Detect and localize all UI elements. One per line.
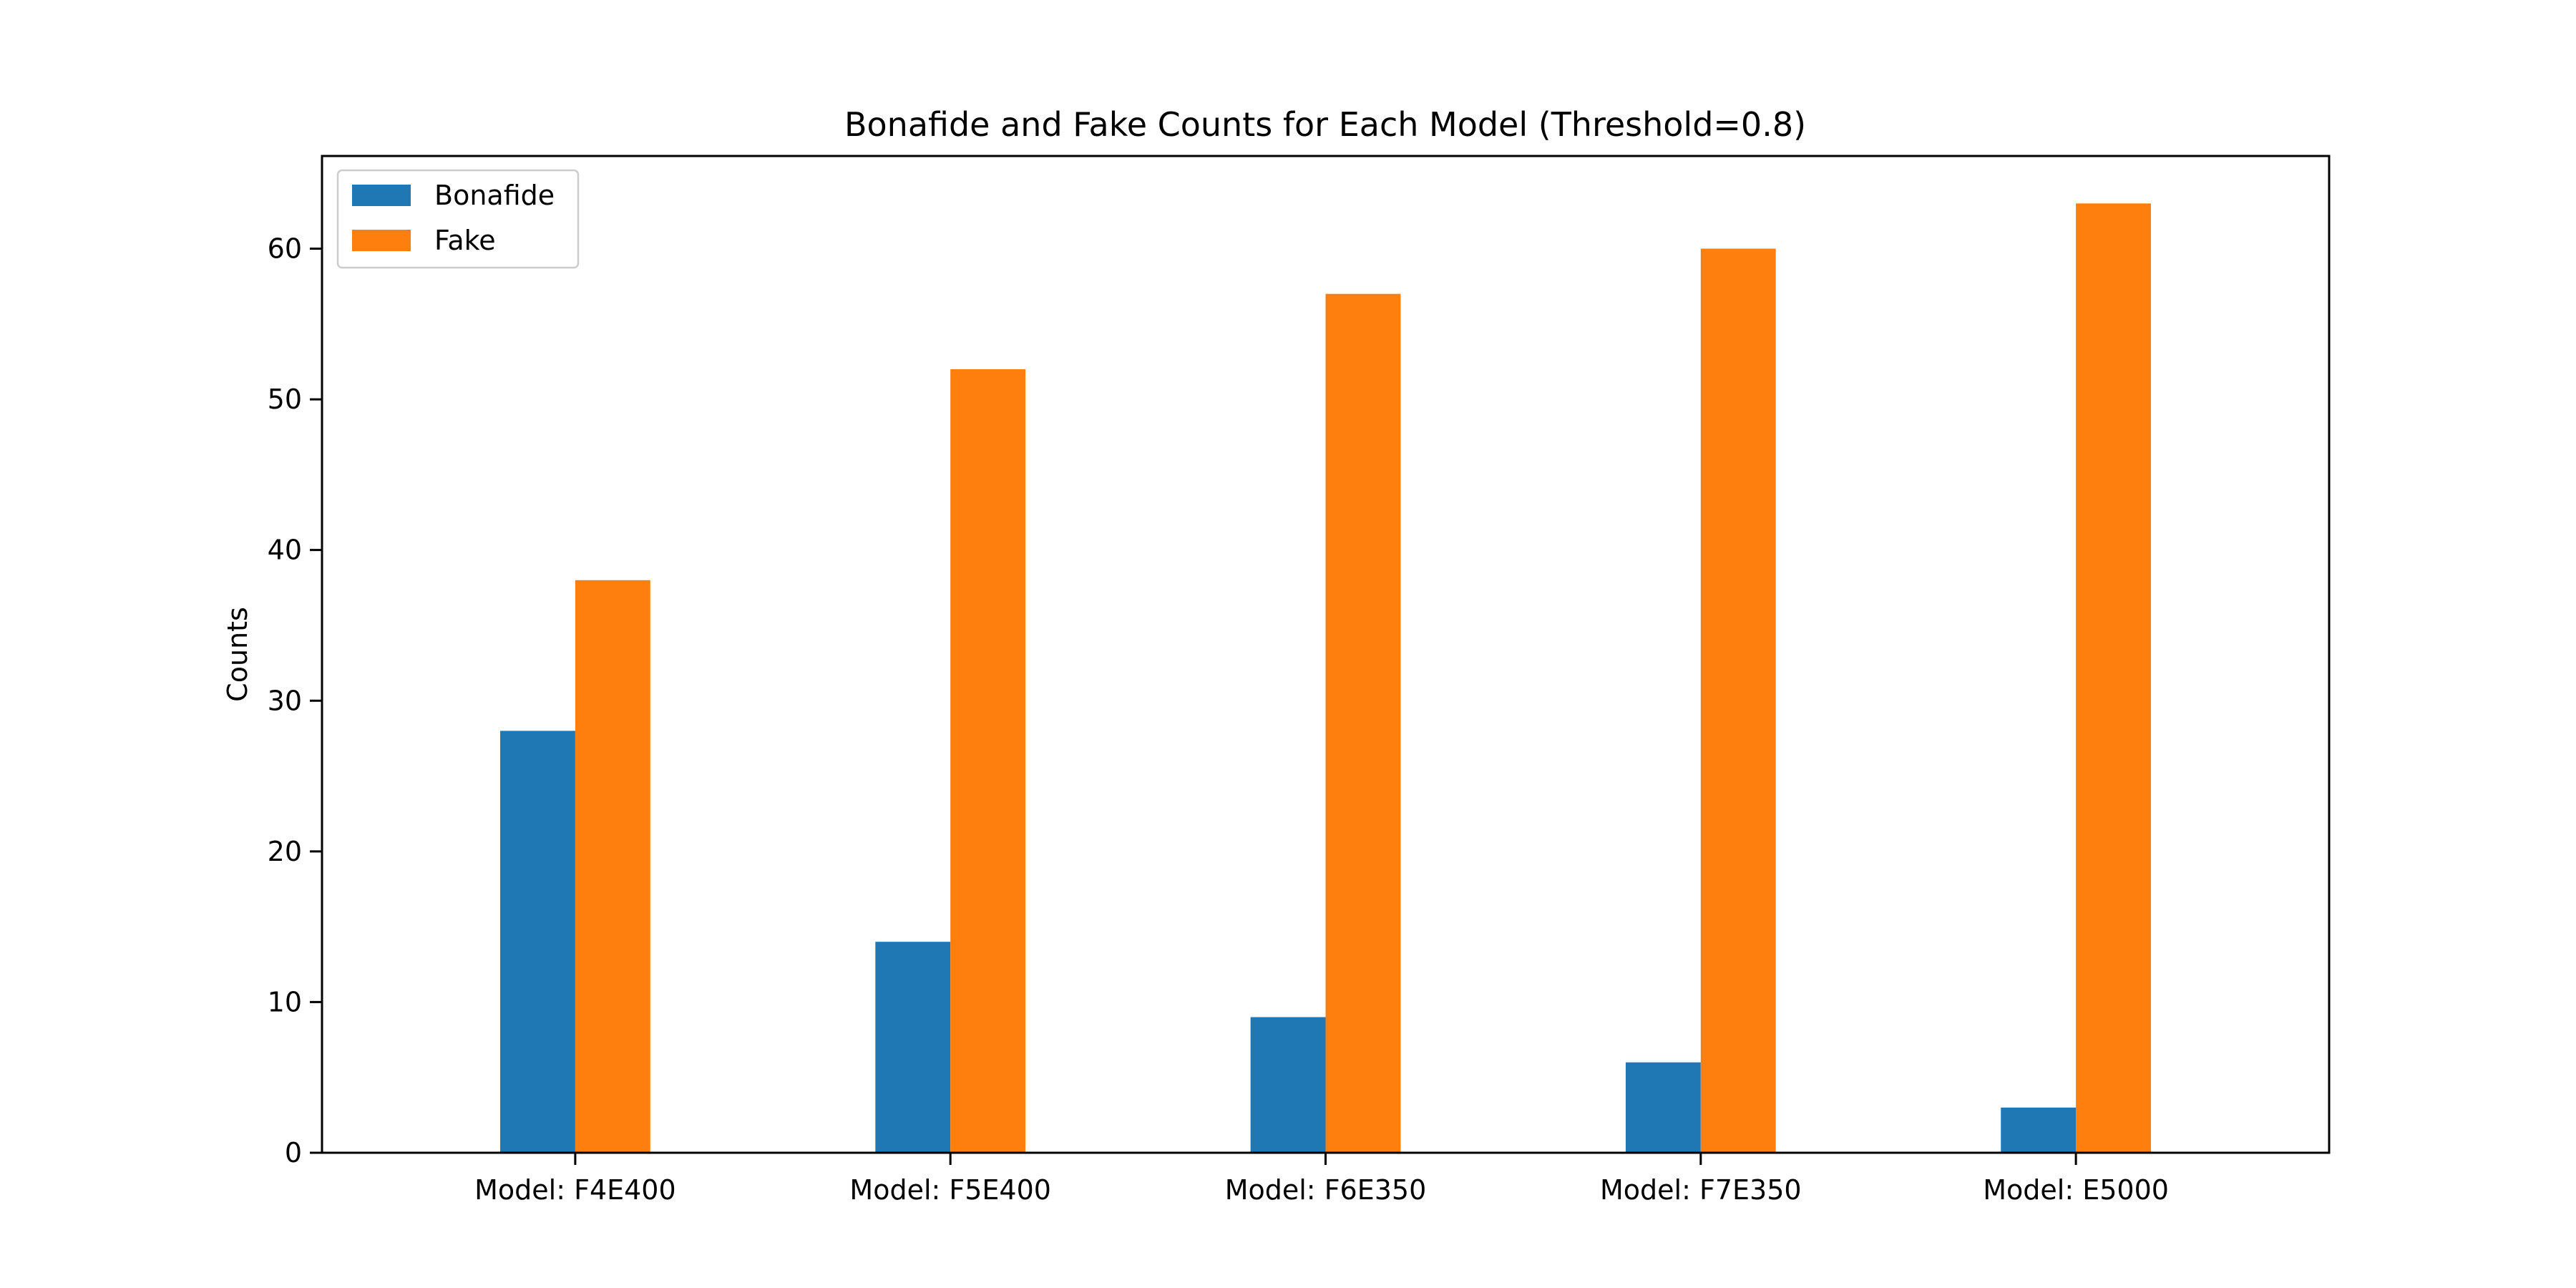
x-tick-label: Model: F5E400 xyxy=(849,1174,1051,1206)
x-tick-label: Model: F6E350 xyxy=(1225,1174,1427,1206)
bar-bonafide-model-e5000 xyxy=(2001,1107,2077,1153)
legend-label-bonafide: Bonafide xyxy=(434,180,555,211)
bar-bonafide-model-f7e350 xyxy=(1625,1062,1701,1153)
legend-swatch-fake xyxy=(352,230,411,251)
ticks-layer: 0 10 20 30 40 50 60 Model: F4E400 Model: F5E400 M… xyxy=(268,233,2169,1206)
plot-frame xyxy=(321,155,2331,1154)
legend-swatch-bonafide xyxy=(352,185,411,206)
y-axis-label: Counts xyxy=(222,607,253,702)
bar-fake-model-f6e350 xyxy=(1325,293,1401,1153)
y-tick-label: 10 xyxy=(268,986,302,1018)
bar-bonafide-model-f5e400 xyxy=(875,942,951,1153)
bars-layer xyxy=(500,203,2151,1153)
legend: Bonafide Fake xyxy=(336,169,580,269)
chart-title: Bonafide and Fake Counts for Each Model … xyxy=(844,105,1806,144)
bar-fake-model-e5000 xyxy=(2076,203,2151,1153)
y-tick-label: 50 xyxy=(268,384,302,415)
bar-fake-model-f5e400 xyxy=(950,369,1026,1153)
bar-bonafide-model-f4e400 xyxy=(500,731,575,1153)
y-tick-label: 30 xyxy=(268,685,302,716)
bar-fake-model-f7e350 xyxy=(1700,248,1776,1153)
y-tick-label: 20 xyxy=(268,836,302,867)
bar-fake-model-f4e400 xyxy=(575,580,650,1153)
x-tick-label: Model: F7E350 xyxy=(1600,1174,1802,1206)
bar-bonafide-model-f6e350 xyxy=(1250,1017,1326,1153)
x-tick-label: Model: E5000 xyxy=(1983,1174,2169,1206)
legend-label-fake: Fake xyxy=(434,225,496,256)
y-tick-label: 40 xyxy=(268,535,302,566)
y-tick-label: 0 xyxy=(285,1137,302,1169)
x-tick-label: Model: F4E400 xyxy=(474,1174,676,1206)
y-tick-label: 60 xyxy=(268,233,302,265)
